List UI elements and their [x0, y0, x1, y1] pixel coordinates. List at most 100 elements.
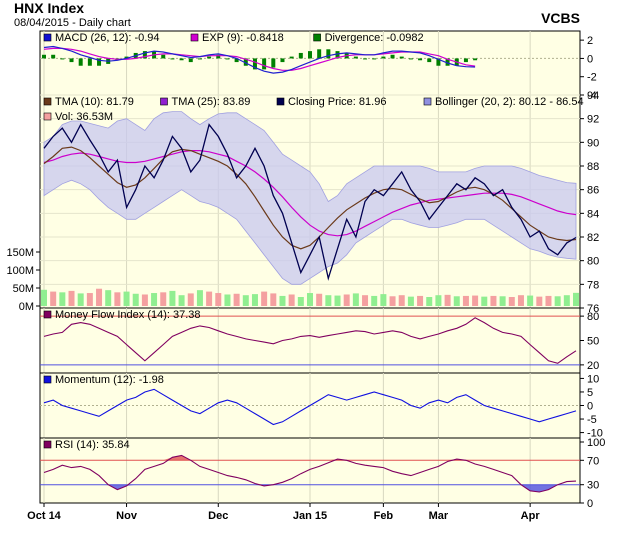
rsi-tick-label: 70 [587, 455, 599, 467]
divergence-bar [418, 58, 423, 61]
volume-tick-label: 50M [13, 283, 34, 295]
volume-bar [196, 290, 203, 306]
volume-bar [398, 295, 405, 306]
price-legend-swatch [423, 97, 432, 106]
volume-bar [160, 292, 167, 306]
rsi-tick-label: 100 [587, 437, 605, 449]
volume-bar [389, 296, 396, 306]
divergence-bar [280, 58, 285, 63]
volume-bar [187, 293, 194, 306]
divergence-bar [317, 49, 322, 59]
volume-bar [233, 293, 240, 306]
macd-legend-swatch [190, 33, 199, 42]
x-tick-label: Mar [429, 510, 449, 522]
volume-bar [334, 295, 341, 306]
momentum-tick-label: -10 [587, 428, 603, 440]
divergence-bar [399, 56, 404, 59]
volume-legend-label: Vol: 36.53M [55, 111, 113, 123]
volume-bar [343, 294, 350, 306]
price-tick-label: 94 [587, 90, 599, 102]
mfi-legend-label: Money Flow Index (14): 37.38 [55, 309, 201, 321]
divergence-bar [188, 58, 193, 63]
macd-legend-label: Divergence: -0.0982 [325, 32, 424, 44]
momentum-tick-label: -5 [587, 414, 597, 426]
divergence-bar [252, 58, 257, 70]
divergence-bar [179, 58, 184, 61]
mfi-legend-swatch [43, 310, 52, 319]
volume-bar [105, 290, 112, 306]
divergence-bar [87, 58, 92, 66]
volume-bar [563, 295, 570, 306]
volume-bar [472, 295, 479, 306]
volume-bar [325, 295, 332, 306]
price-legend-swatch [160, 97, 168, 106]
divergence-bar [390, 54, 395, 59]
macd-legend-swatch [313, 33, 321, 42]
divergence-bar [207, 56, 212, 59]
price-legend-label: TMA (25): 83.89 [172, 96, 251, 108]
rsi-tick-label: 30 [587, 480, 599, 492]
volume-bar [453, 296, 460, 306]
price-tick-label: 90 [587, 137, 599, 149]
macd-tick-label: -4 [587, 90, 597, 102]
volume-bar [380, 294, 387, 306]
volume-bar [251, 294, 258, 306]
volume-bar [316, 293, 323, 306]
divergence-bar [197, 58, 202, 60]
divergence-bar [289, 56, 294, 59]
tma25-line [43, 150, 577, 237]
momentum-line [43, 388, 577, 426]
divergence-bar [363, 58, 368, 60]
divergence-bar [298, 52, 303, 59]
macd-tick-label: -2 [587, 72, 597, 84]
price-tick-label: 76 [587, 303, 599, 315]
volume-bar [407, 296, 414, 306]
divergence-bar [142, 51, 147, 59]
volume-bar [132, 293, 139, 306]
price-legend-label: Bollinger (20, 2): 80.12 - 86.54 [435, 96, 584, 108]
bollinger-band [43, 111, 577, 285]
divergence-bar [60, 58, 65, 60]
divergence-bar [170, 58, 175, 60]
divergence-bar [372, 58, 377, 60]
momentum-legend-swatch [43, 375, 52, 384]
exp-line [43, 47, 476, 71]
divergence-bar [326, 49, 331, 59]
volume-bar [481, 296, 488, 306]
volume-bar [435, 295, 442, 306]
price-tick-label: 92 [587, 114, 599, 126]
divergence-bar [97, 58, 102, 66]
volume-bar [141, 294, 148, 306]
brand-label: VCBS [541, 10, 580, 26]
volume-bar [114, 292, 121, 306]
divergence-bar [262, 58, 267, 70]
volume-bar [536, 296, 543, 306]
volume-bar [215, 293, 222, 306]
momentum-tick-label: 5 [587, 387, 593, 399]
volume-bar [371, 295, 378, 306]
x-tick-label: Dec [208, 510, 228, 522]
volume-bar [554, 296, 561, 306]
volume-bar [68, 290, 75, 306]
divergence-bar [51, 54, 56, 59]
divergence-bar [463, 58, 468, 63]
macd-legend-label: EXP (9): -0.8418 [202, 32, 284, 44]
macd-tick-label: 2 [587, 35, 593, 47]
volume-bar [508, 297, 515, 306]
divergence-bar [216, 54, 221, 59]
rsi-line [43, 454, 577, 493]
mfi-tick-label: 20 [587, 360, 599, 372]
volume-bar [499, 296, 506, 306]
divergence-bar [69, 58, 74, 63]
price-tick-label: 86 [587, 185, 599, 197]
volume-bar [123, 291, 130, 306]
volume-bar [50, 291, 57, 306]
price-tick-label: 78 [587, 279, 599, 291]
volume-bar [352, 293, 359, 306]
divergence-bar [161, 54, 166, 59]
x-tick-label: Feb [374, 510, 394, 522]
divergence-bar [427, 58, 432, 63]
divergence-bar [353, 56, 358, 59]
volume-bar [573, 292, 579, 306]
